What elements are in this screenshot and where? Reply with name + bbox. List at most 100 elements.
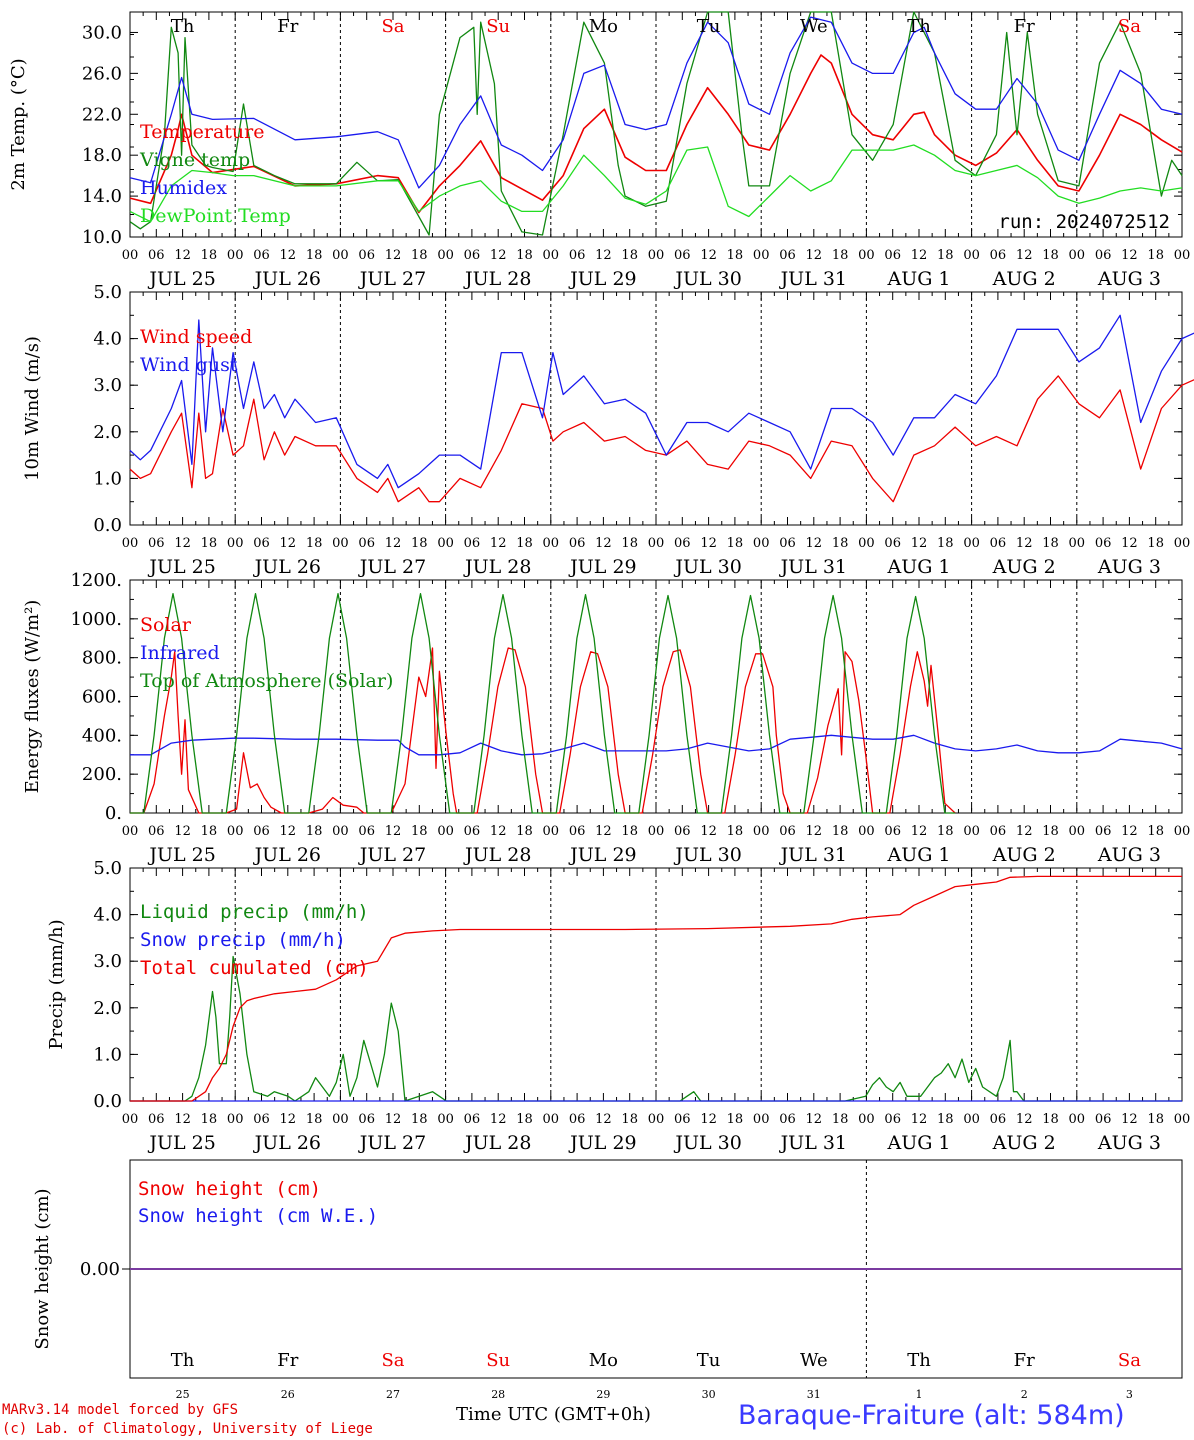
hour-tick-label: 18	[937, 536, 954, 551]
legend-entry: Snow precip (mm/h)	[140, 929, 346, 951]
hour-tick-label: 00	[963, 824, 980, 839]
hour-tick-label: 00	[437, 536, 454, 551]
weekday-label: Th	[907, 1350, 931, 1371]
hour-tick-label: 00	[858, 248, 875, 263]
y-tick-label: 800.	[82, 648, 122, 669]
y-tick-label: 0.0	[93, 515, 122, 536]
date-label: JUL 27	[358, 268, 426, 290]
weekday-label: We	[800, 16, 828, 37]
hour-tick-label: 00	[1174, 824, 1191, 839]
hour-tick-label: 00	[122, 248, 139, 263]
date-label: JUL 29	[568, 268, 636, 290]
date-label: JUL 30	[673, 556, 741, 578]
hour-tick-label: 06	[464, 824, 481, 839]
date-label: AUG 2	[992, 844, 1056, 866]
date-label: AUG 1	[886, 556, 950, 578]
hour-tick-label: 18	[516, 536, 533, 551]
station-name: Baraque-Fraiture (alt: 584m)	[738, 1400, 1125, 1431]
legend-entry: Infrared	[140, 642, 220, 664]
y-axis-label: Precip (mm/h)	[46, 919, 67, 1049]
hour-tick-label: 12	[700, 824, 717, 839]
model-credit: MARv3.14 model forced by GFS	[2, 1402, 239, 1418]
hour-tick-label: 18	[1042, 536, 1059, 551]
weekday-label: Th	[907, 16, 931, 37]
hour-tick-label: 12	[595, 1112, 612, 1127]
hour-tick-label: 18	[727, 248, 744, 263]
hour-tick-label: 18	[516, 248, 533, 263]
y-tick-label: 0.0	[93, 1091, 122, 1112]
weekday-label: Fr	[1014, 1350, 1035, 1371]
hour-tick-label: 12	[911, 248, 928, 263]
date-label: JUL 29	[568, 1132, 636, 1154]
y-tick-label: 5.0	[93, 858, 122, 879]
hour-tick-label: 00	[543, 248, 560, 263]
date-label: JUL 25	[147, 556, 215, 578]
date-label: AUG 3	[1097, 1132, 1161, 1154]
hour-tick-label: 12	[806, 824, 823, 839]
day-number-label: 29	[596, 1388, 610, 1401]
legend-entry: DewPoint Temp	[140, 205, 291, 227]
series-line-solar	[130, 647, 956, 814]
day-number-label: 1	[916, 1388, 923, 1401]
hour-tick-label: 12	[806, 536, 823, 551]
day-number-label: 31	[807, 1388, 821, 1401]
date-label: JUL 26	[253, 1132, 321, 1154]
date-label: JUL 25	[147, 268, 215, 290]
series-line-temperature	[129, 54, 1183, 214]
hour-tick-label: 18	[306, 1112, 323, 1127]
day-number-label: 26	[281, 1388, 295, 1401]
date-label: JUL 30	[673, 268, 741, 290]
hour-tick-label: 18	[411, 1112, 428, 1127]
hour-tick-label: 00	[122, 536, 139, 551]
hour-tick-label: 06	[1095, 1112, 1112, 1127]
hour-tick-label: 00	[858, 824, 875, 839]
hour-tick-label: 06	[148, 248, 165, 263]
hour-tick-label: 00	[543, 1112, 560, 1127]
hour-tick-label: 06	[148, 824, 165, 839]
legend-entry: Liquid precip (mm/h)	[140, 901, 369, 923]
hour-tick-label: 00	[963, 536, 980, 551]
hour-tick-label: 12	[806, 1112, 823, 1127]
series-line-wind-speed	[129, 375, 1194, 503]
date-label: AUG 1	[886, 268, 950, 290]
date-label: AUG 1	[886, 1132, 950, 1154]
y-tick-label: 1000.	[70, 609, 122, 630]
hour-tick-label: 18	[1147, 824, 1164, 839]
hour-tick-label: 18	[1147, 1112, 1164, 1127]
legend-entry: Top of Atmosphere (Solar)	[140, 670, 393, 692]
y-tick-label: 22.0	[82, 104, 122, 125]
hour-tick-label: 00	[332, 824, 349, 839]
hour-tick-label: 00	[858, 536, 875, 551]
hour-tick-label: 12	[806, 248, 823, 263]
legend-entry: Wind speed	[140, 326, 252, 348]
hour-tick-label: 06	[674, 1112, 691, 1127]
hour-tick-label: 18	[201, 536, 218, 551]
hour-tick-label: 12	[911, 824, 928, 839]
day-number-label: 30	[702, 1388, 716, 1401]
hour-tick-label: 12	[385, 536, 402, 551]
hour-tick-label: 12	[1016, 1112, 1033, 1127]
hour-tick-label: 06	[990, 1112, 1007, 1127]
y-axis-label: 10m Wind (m/s)	[22, 336, 43, 481]
day-number-label: 2	[1021, 1388, 1028, 1401]
date-label: AUG 2	[992, 556, 1056, 578]
series-line-wind-gust	[129, 314, 1194, 489]
hour-tick-label: 18	[727, 536, 744, 551]
hour-tick-label: 00	[332, 536, 349, 551]
hour-tick-label: 12	[174, 1112, 191, 1127]
hour-tick-label: 06	[779, 536, 796, 551]
hour-tick-label: 00	[1174, 1112, 1191, 1127]
series-line-humidex	[129, 16, 1183, 189]
hour-tick-label: 06	[779, 824, 796, 839]
date-label: JUL 31	[779, 1132, 847, 1154]
hour-tick-label: 12	[280, 824, 297, 839]
weekday-label: Fr	[277, 1350, 298, 1371]
hour-tick-label: 18	[937, 248, 954, 263]
hour-tick-label: 06	[148, 536, 165, 551]
hour-tick-label: 18	[201, 1112, 218, 1127]
hour-tick-label: 18	[832, 248, 849, 263]
y-tick-label: 2.0	[93, 998, 122, 1019]
hour-tick-label: 18	[621, 824, 638, 839]
hour-tick-label: 18	[832, 536, 849, 551]
y-tick-label: 400.	[82, 725, 122, 746]
